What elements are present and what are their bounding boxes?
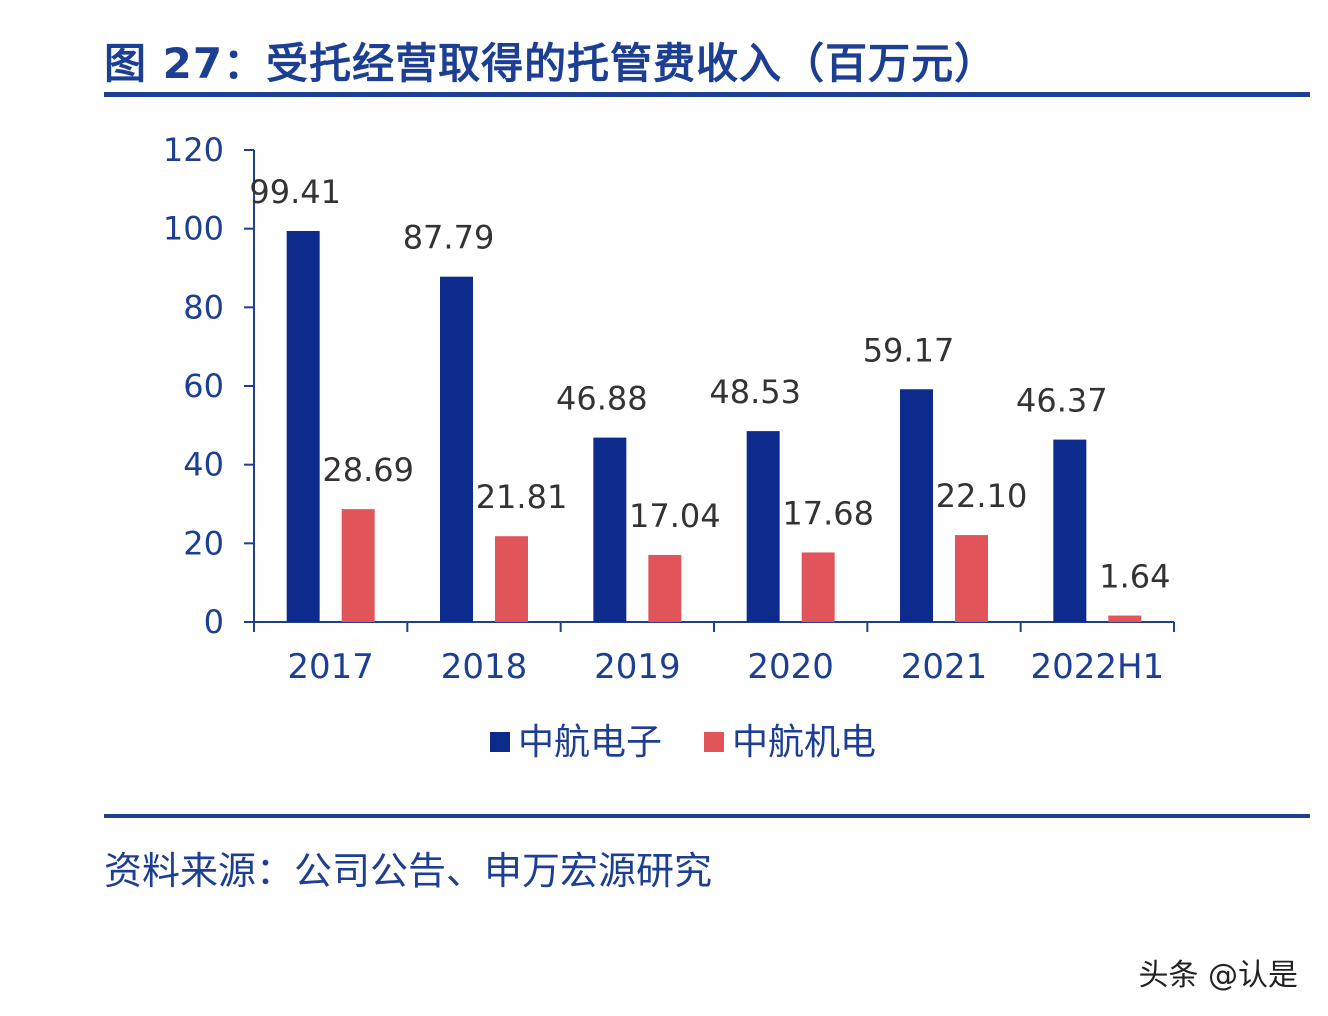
data-label: 46.37 bbox=[1016, 382, 1108, 420]
bar-series2 bbox=[955, 535, 988, 622]
footer-divider bbox=[104, 814, 1310, 818]
x-category-label: 2022H1 bbox=[1030, 647, 1164, 687]
bar-series2 bbox=[495, 536, 528, 622]
chart-title: 图 27：受托经营取得的托管费收入（百万元） bbox=[104, 39, 998, 88]
y-tick-label: 100 bbox=[163, 210, 224, 248]
legend-swatch bbox=[704, 732, 724, 752]
data-label: 99.41 bbox=[249, 173, 341, 211]
y-tick-label: 80 bbox=[183, 288, 224, 326]
bar-series2 bbox=[341, 509, 375, 622]
bar-series1 bbox=[286, 230, 320, 622]
data-label: 48.53 bbox=[709, 373, 801, 411]
bar-series1 bbox=[746, 431, 780, 622]
source-note: 资料来源：公司公告、申万宏源研究 bbox=[104, 849, 713, 893]
bar-series2 bbox=[648, 554, 682, 622]
data-label: 22.10 bbox=[936, 477, 1028, 515]
x-category-label: 2018 bbox=[441, 647, 528, 687]
data-label: 46.88 bbox=[556, 380, 648, 418]
title-divider bbox=[104, 92, 1310, 97]
bar-series1 bbox=[1053, 439, 1087, 622]
x-category-label: 2017 bbox=[287, 647, 374, 687]
y-tick-label: 60 bbox=[183, 367, 224, 405]
x-category-label: 2019 bbox=[594, 647, 681, 687]
bar-series1 bbox=[440, 276, 473, 622]
y-tick-label: 0 bbox=[204, 603, 224, 641]
data-label: 28.69 bbox=[322, 451, 414, 489]
data-label: 17.04 bbox=[629, 497, 721, 535]
data-label: 1.64 bbox=[1099, 558, 1170, 596]
data-label: 87.79 bbox=[403, 219, 495, 257]
bar-chart: 0 20 40 60 80 100 120 99.41 28.69 2017 87.79 21.81 2… bbox=[163, 131, 1175, 763]
bar-series2 bbox=[1108, 615, 1142, 622]
x-category-label: 2021 bbox=[901, 647, 988, 687]
watermark: 头条 @认是 bbox=[1138, 958, 1298, 993]
legend-label: 中航电子 bbox=[518, 722, 662, 763]
data-label: 21.81 bbox=[476, 478, 568, 516]
y-tick-label: 120 bbox=[163, 131, 224, 169]
data-label: 59.17 bbox=[863, 331, 955, 369]
x-category-label: 2020 bbox=[747, 647, 834, 687]
legend-label: 中航机电 bbox=[732, 722, 876, 763]
y-tick-label: 20 bbox=[183, 524, 224, 562]
data-label: 17.68 bbox=[782, 494, 874, 532]
y-tick-label: 40 bbox=[183, 446, 224, 484]
legend-swatch bbox=[490, 732, 510, 752]
bar-series1 bbox=[900, 389, 933, 622]
bar-series1 bbox=[593, 437, 627, 622]
bar-series2 bbox=[801, 552, 835, 622]
